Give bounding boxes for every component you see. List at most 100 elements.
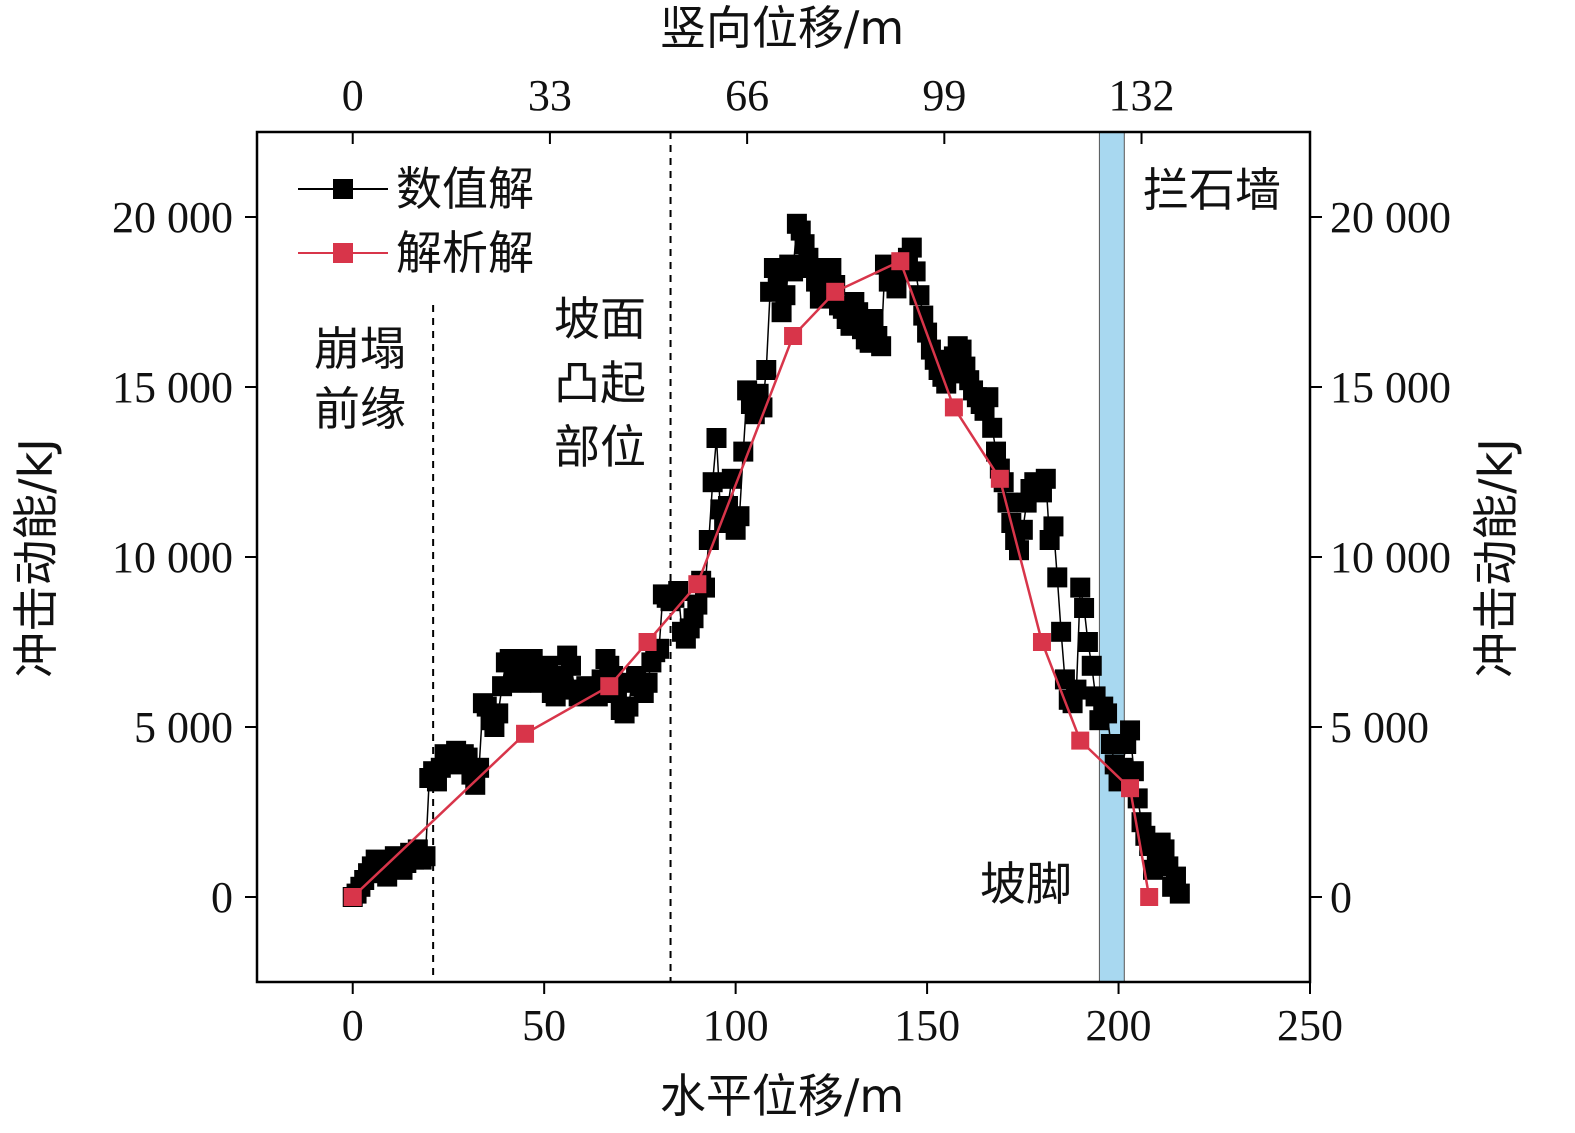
x-tick-label: 50	[522, 1001, 566, 1050]
x-tick-label: 150	[894, 1001, 960, 1050]
annotation-text: 部位	[554, 420, 646, 474]
numerical-point	[1012, 519, 1033, 540]
x2-tick-label: 132	[1109, 71, 1175, 120]
numerical-point	[1165, 866, 1186, 887]
numerical-point	[982, 417, 1003, 438]
x2-tick-label: 33	[528, 71, 572, 120]
analytical-point	[784, 327, 803, 345]
annotation-text: 凸起	[554, 356, 646, 410]
annotation-text: 崩塌	[314, 322, 406, 376]
x2-tick-label: 99	[922, 71, 966, 120]
numerical-point	[492, 676, 513, 697]
numerical-point	[1047, 567, 1068, 588]
y2-tick-label: 10 000	[1330, 533, 1451, 582]
numerical-point	[702, 472, 723, 493]
series-layer	[342, 213, 1190, 907]
numerical-point	[1169, 883, 1190, 904]
analytical-point	[944, 398, 963, 417]
numerical-point	[756, 360, 777, 380]
legend-label-analytical: 解析解	[396, 226, 534, 280]
analytical-point	[990, 469, 1009, 488]
analytical-point	[1071, 731, 1090, 750]
x2-axis-title: 竖向位移/m	[660, 1, 904, 55]
numerical-point	[951, 339, 972, 360]
analytical-point	[688, 575, 707, 594]
annotation-text: 拦石墙	[1143, 163, 1281, 217]
numerical-point	[905, 261, 926, 282]
y-tick-label: 0	[211, 873, 233, 922]
series-analytical-points	[343, 252, 1159, 906]
legend: 数值解 解析解	[298, 162, 534, 280]
x-tick-label: 250	[1277, 1001, 1343, 1050]
annotation-3: 拦石墙	[1143, 163, 1281, 217]
numerical-point	[1074, 598, 1095, 618]
analytical-point	[1140, 888, 1159, 906]
analytical-point	[638, 633, 657, 651]
series-analytical-line	[351, 259, 1151, 898]
numerical-point	[1077, 632, 1098, 652]
analytical-point	[826, 282, 845, 301]
numerical-point	[511, 672, 532, 693]
x-tick-label: 200	[1086, 1001, 1152, 1050]
analytical-point	[891, 252, 910, 271]
numerical-point	[1051, 621, 1072, 642]
x-tick-label: 100	[703, 1001, 769, 1050]
x-tick-label: 0	[342, 1001, 364, 1050]
analytical-point	[343, 888, 362, 906]
numerical-point	[863, 309, 884, 329]
dashed-reference-lines	[432, 132, 672, 982]
analytical-point	[1032, 633, 1051, 651]
x-axis-title: 水平位移/m	[660, 1069, 904, 1123]
series-numerical-points	[342, 213, 1190, 907]
y2-tick-label: 0	[1330, 873, 1352, 922]
x2-tick-label: 0	[342, 71, 364, 120]
numerical-point	[886, 278, 907, 299]
numerical-point	[729, 506, 750, 527]
numerical-point	[465, 774, 486, 795]
legend-marker-numerical	[333, 179, 353, 199]
legend-label-numerical: 数值解	[396, 162, 534, 216]
y2-tick-label: 20 000	[1330, 193, 1451, 242]
y-axis-title: 冲击动能/kJ	[9, 438, 63, 678]
y2-tick-label: 15 000	[1330, 363, 1451, 412]
numerical-point	[1043, 516, 1064, 537]
y2-tick-label: 5 000	[1330, 703, 1429, 752]
numerical-point	[1123, 761, 1144, 782]
numerical-point	[978, 387, 999, 408]
legend-marker-analytical	[333, 243, 353, 263]
numerical-point	[637, 672, 658, 693]
numerical-point	[687, 594, 708, 615]
annotation-2: 坡脚	[980, 857, 1072, 911]
numerical-point	[469, 757, 490, 778]
numerical-point	[1081, 655, 1102, 676]
x2-tick-label: 66	[725, 71, 769, 120]
wall-band-rect	[1098, 131, 1125, 983]
annotation-text: 前缘	[314, 382, 406, 436]
numerical-point	[940, 363, 961, 384]
numerical-point	[698, 530, 719, 550]
numerical-point	[848, 302, 869, 323]
numerical-point	[986, 441, 1007, 462]
numerical-point	[538, 655, 559, 676]
numerical-point	[668, 581, 689, 601]
analytical-point	[516, 724, 535, 743]
numerical-point	[733, 441, 754, 462]
numerical-point	[771, 302, 792, 323]
numerical-point	[1154, 839, 1175, 860]
y-tick-label: 20 000	[112, 193, 233, 242]
analytical-point	[1121, 779, 1140, 798]
numerical-point	[1097, 703, 1118, 724]
numerical-point	[618, 696, 639, 717]
retaining-wall-band	[1098, 131, 1125, 983]
numerical-point	[775, 285, 796, 306]
y2-axis-title: 冲击动能/kJ	[1469, 438, 1523, 678]
numerical-point	[1120, 720, 1141, 741]
numerical-point	[871, 336, 892, 357]
numerical-point	[997, 492, 1018, 513]
y-tick-label: 15 000	[112, 363, 233, 412]
analytical-point	[600, 677, 619, 696]
